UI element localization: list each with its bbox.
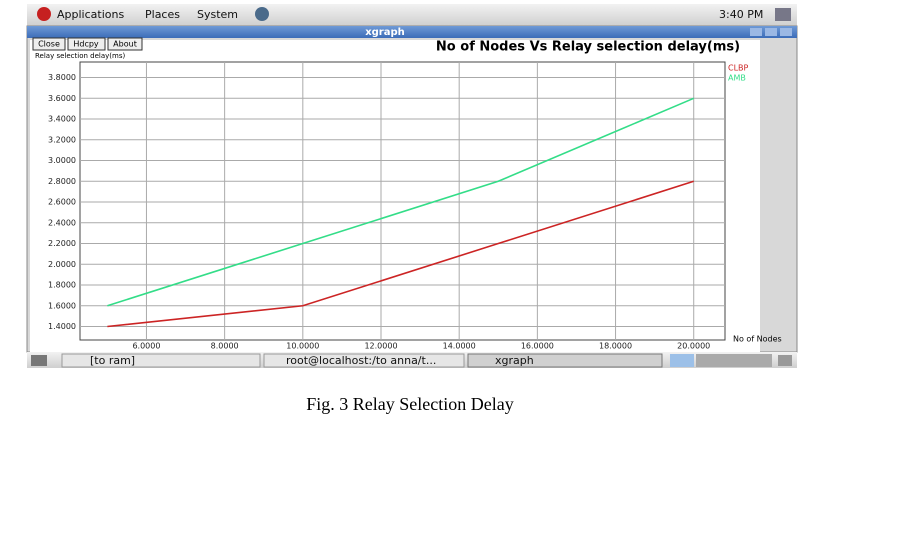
task-label[interactable]: xgraph: [495, 354, 534, 367]
close-window[interactable]: [780, 28, 792, 36]
legend-label: AMB: [728, 74, 746, 83]
x-tick-label: 16.0000: [521, 342, 554, 351]
task-label[interactable]: [to ram]: [90, 354, 135, 367]
button-label[interactable]: Hdcpy: [73, 40, 99, 49]
maximize[interactable]: [765, 28, 777, 36]
plot-frame: [79, 61, 726, 341]
show-desktop[interactable]: [31, 355, 47, 366]
series-line: [107, 180, 694, 328]
caption: Fig. 3 Relay Selection Delay: [306, 394, 513, 414]
y-tick-label: 2.6000: [48, 198, 76, 207]
y-tick-label: 2.2000: [48, 239, 76, 248]
x-tick-label: 12.0000: [364, 342, 397, 351]
y-tick-label: 2.4000: [48, 218, 76, 227]
x-axis-label: No of Nodes: [733, 335, 782, 344]
trash[interactable]: [778, 355, 792, 366]
minimize[interactable]: [750, 28, 762, 36]
x-tick-label: 10.0000: [286, 342, 319, 351]
task-button[interactable]: [61, 353, 261, 368]
button-label[interactable]: Close: [38, 40, 60, 49]
menu[interactable]: Places: [145, 8, 180, 21]
button[interactable]: [67, 37, 106, 51]
x-tick-label: 14.0000: [443, 342, 476, 351]
button[interactable]: [107, 37, 143, 51]
menu[interactable]: Applications: [57, 8, 124, 21]
y-tick-label: 3.0000: [48, 156, 76, 165]
y-tick-label: 2.0000: [48, 260, 76, 269]
y-tick-label: 3.2000: [48, 135, 76, 144]
y-tick-label: 3.4000: [48, 115, 76, 124]
y-axis-label: Relay selection delay(ms): [35, 52, 125, 60]
app-icon: [37, 7, 51, 21]
y-tick-label: 3.6000: [48, 94, 76, 103]
x-tick-label: 6.0000: [132, 342, 160, 351]
button[interactable]: [32, 37, 66, 51]
clock: 3:40 PM: [719, 8, 763, 21]
workspace[interactable]: [696, 354, 772, 367]
series-line: [107, 97, 695, 307]
y-tick-label: 1.6000: [48, 301, 76, 310]
legend-label: CLBP: [728, 64, 749, 73]
button-label[interactable]: About: [113, 40, 137, 49]
window-title: xgraph: [365, 27, 405, 38]
menu[interactable]: System: [197, 8, 238, 21]
y-tick-label: 2.8000: [48, 177, 76, 186]
top-panel: [27, 4, 797, 26]
volume-icon[interactable]: [775, 8, 791, 21]
y-tick-label: 3.8000: [48, 73, 76, 82]
x-tick-label: 20.0000: [677, 342, 710, 351]
x-tick-label: 8.0000: [211, 342, 239, 351]
y-tick-label: 1.8000: [48, 281, 76, 290]
task-button[interactable]: [467, 353, 663, 368]
chart-title: No of Nodes Vs Relay selection delay(ms): [436, 40, 740, 55]
y-tick-label: 1.4000: [48, 322, 76, 331]
globe-icon[interactable]: [255, 7, 269, 21]
task-button[interactable]: [263, 353, 465, 368]
title-bar: [27, 26, 797, 38]
x-tick-label: 18.0000: [599, 342, 632, 351]
workspace[interactable]: [670, 354, 694, 367]
graph-area: [30, 40, 760, 352]
task-label[interactable]: root@localhost:/to anna/t...: [286, 354, 436, 367]
